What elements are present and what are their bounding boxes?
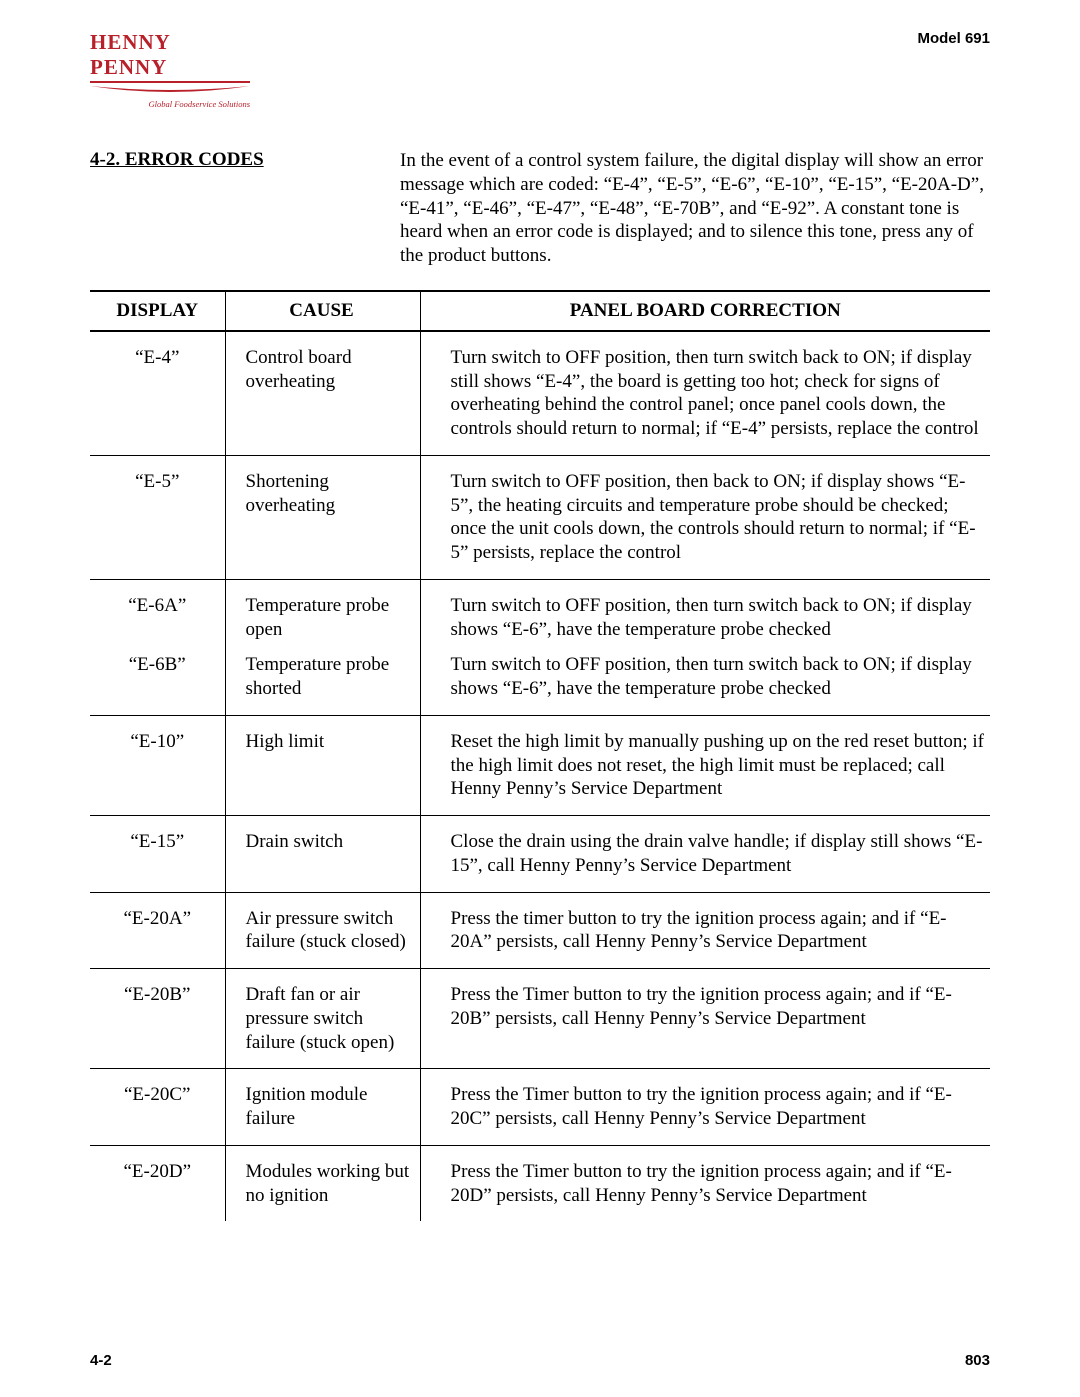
cell-correction: Reset the high limit by manually pushing… (420, 715, 990, 815)
table-row: “E-6B”Temperature probe shortedTurn swit… (90, 645, 990, 715)
cell-display: “E-6A” (90, 579, 225, 645)
cell-display: “E-5” (90, 455, 225, 579)
cell-correction: Turn switch to OFF position, then back t… (420, 455, 990, 579)
model-label: Model 691 (917, 30, 990, 47)
cell-correction: Press the timer button to try the igniti… (420, 892, 990, 969)
table-row: “E-20A”Air pressure switch failure (stuc… (90, 892, 990, 969)
cell-correction: Turn switch to OFF position, then turn s… (420, 645, 990, 715)
cell-display: “E-20B” (90, 969, 225, 1069)
cell-cause: Ignition module failure (225, 1069, 420, 1146)
col-header-display: DISPLAY (90, 291, 225, 331)
table-row: “E-5”Shortening overheatingTurn switch t… (90, 455, 990, 579)
logo-tagline: Global Foodservice Solutions (90, 99, 250, 109)
cell-cause: Temperature probe shorted (225, 645, 420, 715)
page-footer: 4-2 803 (90, 1352, 990, 1369)
cell-cause: High limit (225, 715, 420, 815)
section-body: In the event of a control system failure… (400, 149, 990, 268)
footer-page-right: 803 (965, 1352, 990, 1369)
cell-display: “E-20C” (90, 1069, 225, 1146)
cell-correction: Press the Timer button to try the igniti… (420, 1069, 990, 1146)
logo-text: HENNY PENNY (90, 30, 250, 83)
cell-display: “E-15” (90, 816, 225, 893)
cell-correction: Press the Timer button to try the igniti… (420, 969, 990, 1069)
footer-page-left: 4-2 (90, 1352, 112, 1369)
table-header-row: DISPLAY CAUSE PANEL BOARD CORRECTION (90, 291, 990, 331)
cell-cause: Shortening overheating (225, 455, 420, 579)
cell-display: “E-6B” (90, 645, 225, 715)
table-row: “E-20C”Ignition module failurePress the … (90, 1069, 990, 1146)
cell-cause: Air pressure switch failure (stuck close… (225, 892, 420, 969)
table-row: “E-20D”Modules working but no ignitionPr… (90, 1145, 990, 1221)
cell-cause: Modules working but no ignition (225, 1145, 420, 1221)
cell-cause: Draft fan or air pressure switch failure… (225, 969, 420, 1069)
cell-cause: Temperature probe open (225, 579, 420, 645)
cell-cause: Control board overheating (225, 331, 420, 456)
col-header-cause: CAUSE (225, 291, 420, 331)
cell-display: “E-20A” (90, 892, 225, 969)
section-title: 4-2. ERROR CODES (90, 149, 400, 268)
table-row: “E-15”Drain switchClose the drain using … (90, 816, 990, 893)
section-intro: 4-2. ERROR CODES In the event of a contr… (90, 149, 990, 268)
cell-display: “E-20D” (90, 1145, 225, 1221)
table-row: “E-10”High limitReset the high limit by … (90, 715, 990, 815)
cell-correction: Turn switch to OFF position, then turn s… (420, 579, 990, 645)
brand-logo: HENNY PENNY Global Foodservice Solutions (90, 30, 250, 109)
cell-correction: Press the Timer button to try the igniti… (420, 1145, 990, 1221)
error-codes-table: DISPLAY CAUSE PANEL BOARD CORRECTION “E-… (90, 290, 990, 1222)
cell-correction: Turn switch to OFF position, then turn s… (420, 331, 990, 456)
col-header-correction: PANEL BOARD CORRECTION (420, 291, 990, 331)
table-row: “E-20B”Draft fan or air pressure switch … (90, 969, 990, 1069)
page-header: HENNY PENNY Global Foodservice Solutions… (90, 30, 990, 109)
cell-display: “E-10” (90, 715, 225, 815)
cell-cause: Drain switch (225, 816, 420, 893)
logo-swoosh-icon (90, 84, 250, 96)
cell-correction: Close the drain using the drain valve ha… (420, 816, 990, 893)
table-row: “E-6A”Temperature probe openTurn switch … (90, 579, 990, 645)
table-row: “E-4”Control board overheatingTurn switc… (90, 331, 990, 456)
cell-display: “E-4” (90, 331, 225, 456)
